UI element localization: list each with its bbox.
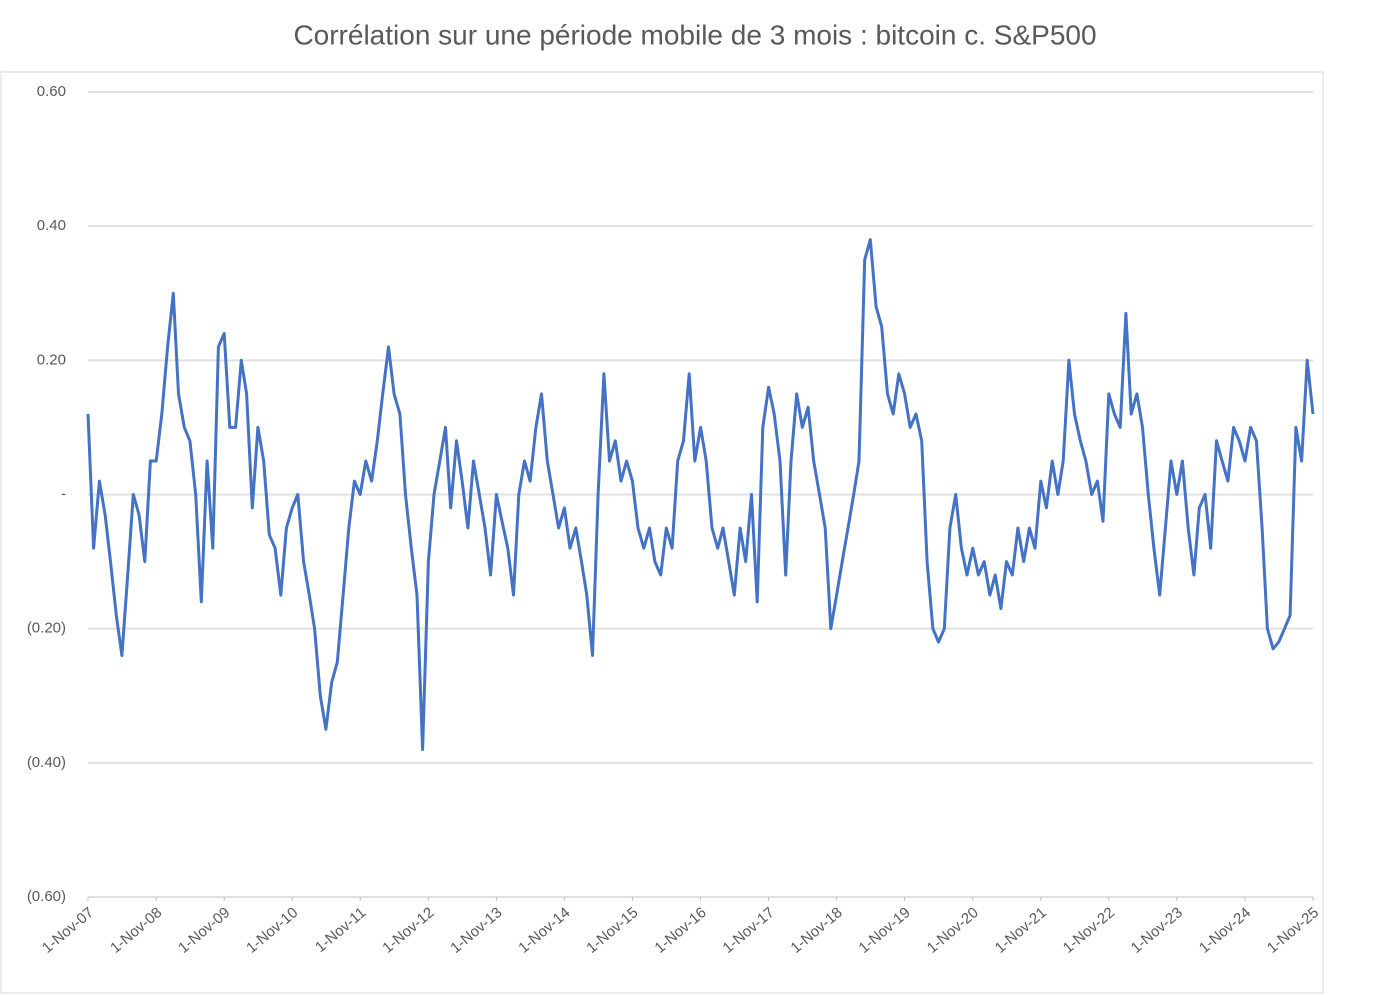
y-tick-label: 0.60: [37, 83, 66, 100]
y-tick-label: (0.20): [27, 620, 66, 637]
x-tick-label: 1-Nov-11: [312, 904, 369, 956]
x-tick-label: 1-Nov-23: [1128, 904, 1186, 957]
chart-frame: [0, 71, 1324, 994]
x-tick-label: 1-Nov-20: [924, 904, 982, 957]
x-tick-label: 1-Nov-10: [243, 904, 301, 957]
x-tick-label: 1-Nov-08: [107, 904, 165, 957]
x-tick-label: 1-Nov-15: [583, 904, 641, 957]
y-tick-label: (0.60): [27, 888, 66, 905]
x-tick-label: 1-Nov-16: [652, 904, 710, 957]
x-tick-label: 1-Nov-24: [1196, 904, 1254, 957]
x-tick-label: 1-Nov-25: [1264, 904, 1322, 957]
y-tick-label: 0.40: [37, 217, 66, 234]
x-tick-label: 1-Nov-21: [992, 904, 1050, 957]
x-tick-label: 1-Nov-07: [39, 904, 97, 957]
chart-title: Corrélation sur une période mobile de 3 …: [293, 19, 1096, 50]
x-tick-label: 1-Nov-12: [379, 904, 437, 957]
x-tick-label: 1-Nov-14: [515, 904, 573, 957]
y-tick-label: (0.40): [27, 754, 66, 771]
y-tick-label: -: [61, 485, 66, 502]
y-tick-label: 0.20: [37, 351, 66, 368]
x-tick-label: 1-Nov-09: [175, 904, 233, 957]
x-tick-label: 1-Nov-17: [720, 904, 778, 957]
x-tick-label: 1-Nov-18: [788, 904, 846, 957]
x-tick-label: 1-Nov-19: [856, 904, 914, 957]
x-tick-label: 1-Nov-22: [1060, 904, 1118, 957]
x-tick-label: 1-Nov-13: [447, 904, 505, 957]
series-line: [86, 238, 1315, 751]
